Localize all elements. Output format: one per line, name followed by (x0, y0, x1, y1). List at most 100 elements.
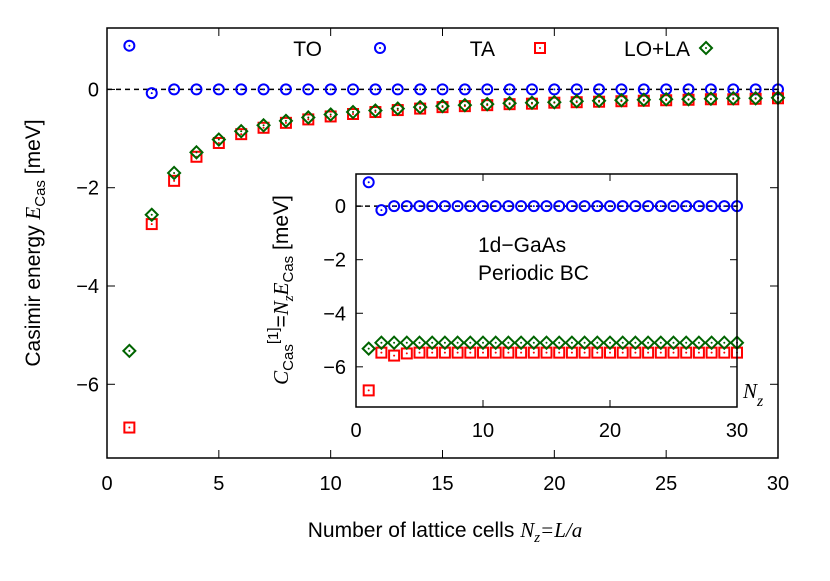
inset-background (356, 174, 737, 407)
marker-center-dot (530, 101, 533, 104)
diamond-marker (412, 99, 428, 115)
inset-y-tick-label: −2 (323, 250, 346, 272)
main-data-point-circle (190, 83, 203, 96)
inset-y-axis-label: CCas[1]=NzECas [meV] (265, 195, 297, 385)
diamond-marker (300, 110, 316, 125)
circle-marker (565, 200, 578, 213)
inset-series-diamond (361, 335, 745, 357)
marker-center-dot (558, 341, 561, 344)
marker-center-dot (647, 205, 650, 208)
marker-center-dot (570, 341, 573, 344)
main-data-point-diamond (681, 91, 696, 107)
inset-data-point-circle (667, 200, 680, 213)
main-x-tick-label: 5 (213, 473, 224, 495)
main-x-tick-label: 15 (431, 473, 453, 495)
inset-data-point-circle (578, 200, 591, 213)
square-marker (145, 218, 158, 231)
inset-data-point-diamond (564, 335, 580, 351)
marker-center-dot (507, 205, 510, 208)
marker-center-dot (705, 47, 707, 49)
inset-data-point-diamond (640, 335, 656, 351)
diamond-marker (412, 335, 427, 351)
marker-center-dot (284, 121, 287, 124)
main-frame (106, 27, 779, 459)
marker-center-dot (128, 44, 131, 47)
main-data-point-circle (235, 83, 248, 96)
marker-center-dot (128, 426, 131, 429)
marker-center-dot (539, 47, 541, 49)
marker-center-dot (710, 351, 713, 354)
inset-data-point-circle (616, 200, 629, 213)
circle-marker (591, 200, 604, 213)
main-data-point-diamond (323, 107, 339, 122)
diamond-marker (479, 96, 495, 112)
main-data-point-diamond (144, 207, 160, 223)
diamond-marker (502, 95, 518, 111)
inset-data-point-diamond (615, 335, 631, 351)
inset-data-point-square (388, 349, 401, 362)
main-y-tick-label: −6 (76, 374, 99, 396)
main-data-point-diamond (278, 113, 294, 129)
inset-data-point-circle (438, 200, 451, 213)
square-marker (168, 174, 181, 187)
legend-label: LO+LA (624, 38, 690, 61)
inset-data-point-circle (654, 200, 667, 213)
marker-center-dot (520, 341, 523, 344)
diamond-marker (437, 335, 453, 351)
main-data-point-square (123, 421, 136, 434)
marker-center-dot (494, 351, 497, 354)
main-data-point-circle (145, 87, 158, 100)
marker-center-dot (687, 98, 690, 101)
marker-center-dot (173, 171, 176, 174)
x-axis-label: Number of lattice cells Nz=L/a (308, 518, 582, 546)
marker-center-dot (575, 100, 578, 103)
marker-center-dot (685, 341, 688, 344)
main-data-point-diamond (189, 144, 204, 160)
diamond-marker (424, 335, 440, 351)
marker-center-dot (352, 111, 355, 114)
diamond-marker (602, 335, 618, 351)
legend-item-ta: TA (470, 38, 546, 61)
inset-y-tick-label: 0 (335, 196, 346, 218)
circle-marker (654, 200, 667, 213)
main-data-point-diamond (211, 132, 227, 147)
inset-data-point-circle (565, 200, 578, 213)
main-data-point-diamond (546, 94, 562, 110)
main-data-point-circle (391, 83, 404, 96)
marker-center-dot (732, 97, 735, 100)
circle-marker (388, 200, 401, 213)
diamond-marker (373, 335, 389, 351)
marker-center-dot (486, 88, 489, 91)
circle-marker (502, 200, 515, 213)
square-marker (534, 42, 546, 54)
diamond-marker (211, 132, 227, 147)
circle-marker (436, 83, 449, 96)
circle-marker (438, 200, 451, 213)
diamond-marker (564, 335, 580, 351)
main-data-point-diamond (502, 95, 518, 111)
main-data-point-diamond (524, 95, 540, 111)
marker-center-dot (352, 88, 355, 91)
marker-center-dot (570, 351, 573, 354)
marker-center-dot (634, 205, 637, 208)
main-data-point-diamond (233, 123, 249, 139)
marker-center-dot (329, 113, 332, 116)
square-marker (362, 384, 375, 397)
circle-marker (718, 200, 731, 213)
diamond-marker (589, 335, 605, 351)
circle-marker (705, 200, 718, 213)
main-data-point-diamond (412, 99, 428, 115)
main-data-point-circle (279, 83, 292, 96)
diamond-marker (345, 104, 361, 120)
circle-marker (451, 200, 464, 213)
circle-marker (257, 83, 270, 96)
diamond-marker (658, 91, 674, 107)
marker-center-dot (532, 205, 535, 208)
main-data-point-diamond (300, 110, 316, 125)
circle-marker (374, 42, 386, 54)
inset-plot-area: 0 10 20 30 0 −2 −4 −6 (323, 173, 748, 442)
inset-data-point-diamond (539, 335, 554, 351)
main-data-point-diamond (457, 97, 473, 113)
diamond-marker (569, 93, 585, 109)
